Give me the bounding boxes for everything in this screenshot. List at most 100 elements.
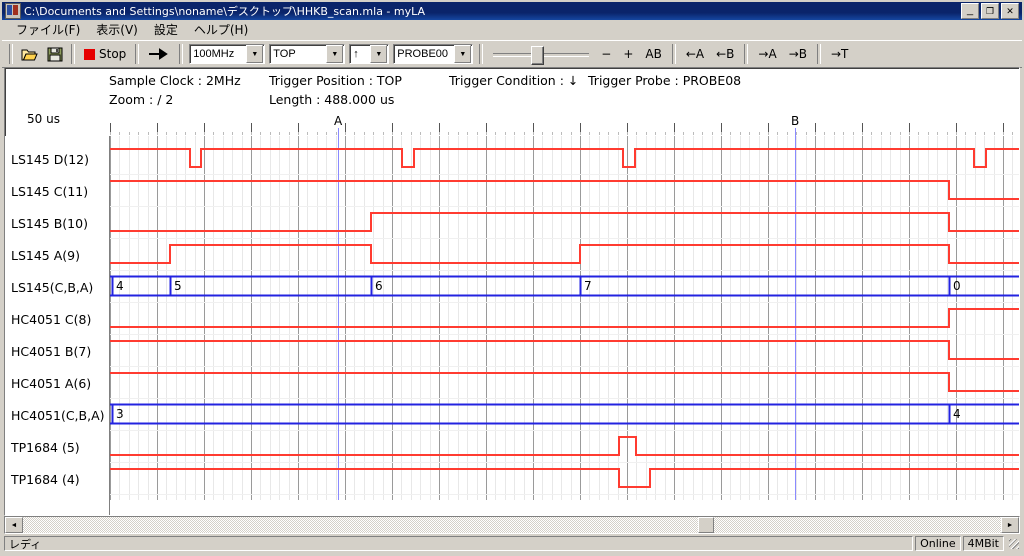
channel-label-2: LS145 B(10) [11, 216, 88, 231]
status-memory: 4MBit [962, 536, 1004, 551]
zoom-out-button[interactable]: − [601, 47, 612, 61]
stop-label: Stop [99, 47, 127, 61]
toolbar-separator [479, 44, 484, 64]
sample-clock-info: Sample Clock : 2MHz [109, 73, 241, 88]
length-info: Length : 488.000 us [269, 92, 395, 107]
chevron-down-icon[interactable]: ▼ [326, 45, 344, 63]
bus-value: 3 [116, 407, 124, 421]
sample-clock-value: 100MHz [193, 48, 235, 60]
bus-value: 4 [116, 279, 124, 293]
save-file-button[interactable] [42, 42, 67, 66]
floppy-disk-icon [47, 47, 62, 61]
marker-a-label: A [334, 114, 343, 128]
trigger-edge-value: ↑ [353, 48, 359, 60]
scrollbar-thumb[interactable] [697, 517, 714, 533]
bus-value: 6 [375, 279, 383, 293]
zoom-in-button[interactable]: + [623, 47, 634, 61]
prev-marker-b-button[interactable]: ←B [716, 47, 735, 61]
menu-item-file[interactable]: ファイル(F) [16, 23, 81, 37]
chevron-down-icon[interactable]: ▼ [370, 45, 388, 63]
channel-label-0: LS145 D(12) [11, 152, 90, 167]
capture-info: Sample Clock : 2MHz Zoom : / 2 Trigger P… [5, 68, 1019, 114]
app-icon [5, 3, 21, 19]
toolbar-separator [9, 44, 13, 64]
trigger-position-value: TOP [273, 48, 296, 60]
marker-b-label: B [791, 114, 800, 128]
status-connection: Online [915, 536, 961, 551]
zoom-slider[interactable] [493, 44, 590, 65]
trigger-position-info: Trigger Position : TOP [269, 73, 402, 88]
minimize-icon: _ [966, 4, 974, 16]
channel-label-column: LS145 D(12) LS145 C(11) LS145 B(10) LS145 A… [5, 136, 110, 515]
trigger-probe-value: PROBE00 [397, 48, 449, 60]
trigger-probe-select[interactable]: PROBE00 ▼ [393, 44, 474, 64]
menu-item-help[interactable]: ヘルプ(H) [193, 23, 249, 37]
folder-open-icon [21, 49, 38, 60]
menu-item-view[interactable]: 表示(V) [96, 23, 138, 37]
waveform-plot[interactable]: LS145 D(12) LS145 C(11) LS145 B(10) LS145 A… [5, 136, 1019, 515]
channel-label-7: HC4051 A(6) [11, 376, 92, 391]
open-file-button[interactable] [17, 42, 42, 66]
channel-label-4: LS145(C,B,A) [11, 280, 94, 295]
chevron-down-icon[interactable]: ▼ [246, 45, 264, 63]
resize-grip[interactable] [1007, 537, 1020, 550]
channel-label-8: HC4051(C,B,A) [11, 408, 105, 423]
time-per-division-label: 50 us [27, 112, 60, 126]
channel-label-9: TP1684 (5) [11, 440, 80, 455]
zoom-info: Zoom : / 2 [109, 92, 174, 107]
chevron-down-icon[interactable]: ▼ [454, 45, 472, 63]
channel-label-3: LS145 A(9) [11, 248, 80, 263]
ab-zoom-button[interactable]: AB [645, 47, 662, 61]
status-message: レディ [4, 536, 914, 551]
toolbar-separator [135, 44, 140, 64]
scroll-right-button[interactable]: ► [1001, 517, 1019, 533]
minimize-button[interactable]: _ [961, 3, 979, 19]
horizontal-scrollbar[interactable]: ◄ ► [4, 516, 1020, 534]
stop-icon [84, 48, 95, 60]
prev-marker-a-button[interactable]: ←A [685, 47, 705, 61]
title-bar: C:\Documents and Settings\noname\デスクトップ\… [2, 2, 1022, 20]
menu-item-settings[interactable]: 設定 [153, 23, 178, 37]
time-ruler-ticks [110, 123, 1013, 136]
toolbar-separator [816, 44, 821, 64]
bus-value: 7 [584, 279, 592, 293]
trigger-condition-info: Trigger Condition : ↓ [449, 73, 579, 88]
bus-value: 0 [953, 279, 961, 293]
menu-bar: ファイル(F) 表示(V) 設定 ヘルプ(H) [2, 20, 1022, 40]
zoom-slider-thumb[interactable] [531, 46, 545, 65]
toolbar-separator [671, 44, 676, 64]
scrollbar-track[interactable] [23, 517, 1001, 533]
trigger-position-select[interactable]: TOP ▼ [269, 44, 346, 64]
channel-label-10: TP1684 (4) [11, 472, 80, 487]
goto-trigger-button[interactable]: →T [830, 47, 849, 61]
close-icon: ✕ [1006, 5, 1014, 16]
scroll-left-button[interactable]: ◄ [5, 517, 23, 533]
trigger-probe-info: Trigger Probe : PROBE08 [588, 73, 742, 88]
window-controls: _ ❐ ✕ [961, 3, 1020, 19]
channel-label-6: HC4051 B(7) [11, 344, 92, 359]
maximize-button[interactable]: ❐ [981, 3, 999, 19]
next-marker-a-button[interactable]: →A [758, 47, 777, 61]
stop-button[interactable]: Stop [79, 42, 132, 66]
waveform-pane[interactable]: Sample Clock : 2MHz Zoom : / 2 Trigger P… [4, 67, 1020, 516]
maximize-icon: ❐ [985, 5, 995, 16]
toolbar-separator [71, 44, 75, 64]
run-button[interactable] [143, 42, 176, 66]
toolbar-separator [744, 44, 749, 64]
channel-label-5: HC4051 C(8) [11, 312, 92, 327]
bus-value: 4 [953, 407, 961, 421]
status-bar: レディ Online 4MBit [4, 535, 1020, 552]
trigger-edge-select[interactable]: ↑ ▼ [349, 44, 390, 64]
arrow-right-icon [149, 48, 169, 60]
time-ruler[interactable]: 50 us A B [5, 112, 1019, 136]
channel-label-1: LS145 C(11) [11, 184, 89, 199]
window-title: C:\Documents and Settings\noname\デスクトップ\… [24, 5, 426, 18]
waveform-canvas[interactable]: 4 5 6 7 0 3 4 [110, 136, 1019, 515]
sample-clock-select[interactable]: 100MHz ▼ [189, 44, 266, 64]
toolbar-separator [179, 44, 184, 64]
toolbar: Stop 100MHz ▼ TOP ▼ ↑ ▼ PROBE00 ▼ [2, 40, 1022, 68]
bus-value: 5 [174, 279, 182, 293]
close-button[interactable]: ✕ [1001, 3, 1019, 19]
next-marker-b-button[interactable]: →B [788, 47, 807, 61]
